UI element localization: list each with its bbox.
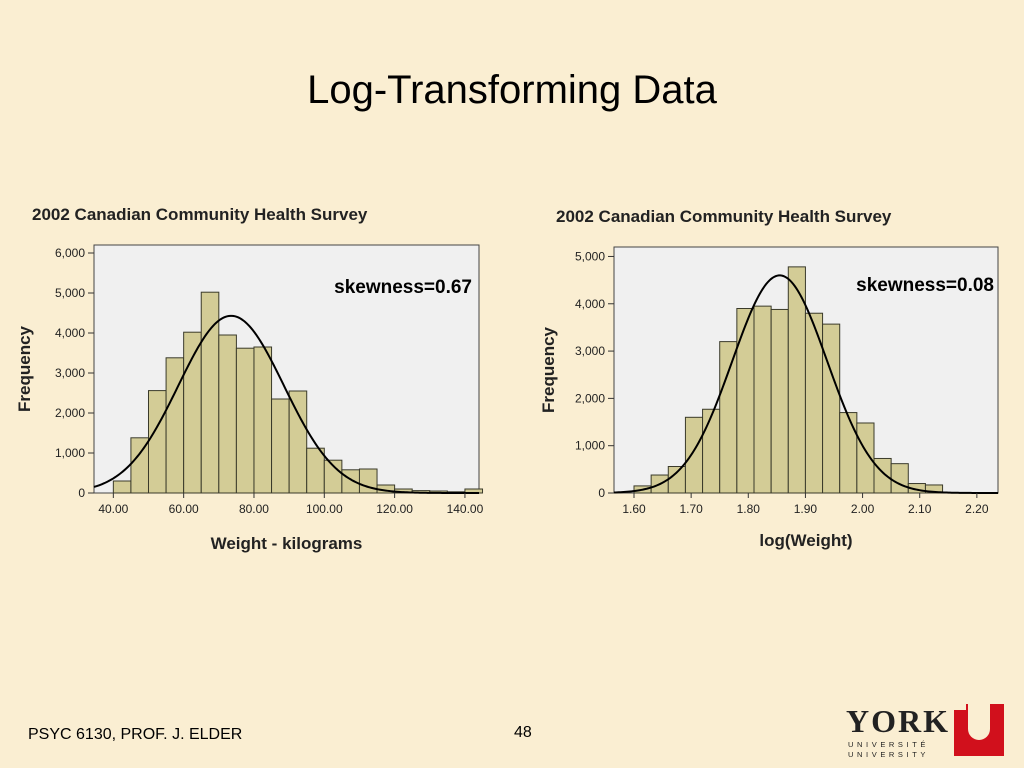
- histogram-bar: [271, 398, 290, 494]
- x-tick-label: 140.00: [447, 502, 484, 516]
- x-axis-label: Weight - kilograms: [211, 534, 363, 553]
- x-tick-label: 1.80: [737, 502, 761, 516]
- y-tick-label: 4,000: [55, 326, 85, 340]
- x-tick-label: 1.70: [679, 502, 703, 516]
- chart-title: 2002 Canadian Community Health Survey: [556, 207, 892, 226]
- y-tick-label: 6,000: [55, 246, 85, 260]
- histogram-bar: [253, 346, 273, 494]
- weight-histogram-svg: 2002 Canadian Community Health Survey 0 1,…: [15, 205, 484, 553]
- logo-wordmark: YORK: [846, 703, 950, 739]
- weight-histogram-chart: 2002 Canadian Community Health Survey 0 1,…: [8, 196, 490, 563]
- logo-subtitle-french: UNIVERSITÉ: [848, 740, 930, 749]
- y-tick-label: 5,000: [575, 249, 605, 263]
- y-tick-label: 2,000: [55, 406, 85, 420]
- page-number: 48: [514, 724, 532, 741]
- histogram-bar: [770, 308, 789, 494]
- y-axis-label: Frequency: [539, 326, 558, 413]
- y-axis-label: Frequency: [15, 325, 34, 412]
- y-tick-label: 5,000: [55, 286, 85, 300]
- x-tick-label: 1.90: [794, 502, 818, 516]
- histogram-bar: [822, 323, 841, 494]
- slide-title: Log-Transforming Data: [307, 68, 717, 112]
- histogram-bar: [341, 469, 360, 494]
- y-tick-label: 0: [78, 486, 85, 500]
- x-tick-label: 80.00: [239, 502, 269, 516]
- histogram-bar: [753, 305, 772, 494]
- y-tick-label: 1,000: [55, 446, 85, 460]
- y-tick-label: 0: [598, 486, 605, 500]
- histogram-bar: [112, 480, 132, 494]
- histogram-bar: [839, 412, 858, 494]
- log-weight-histogram-chart: 2002 Canadian Community Health Survey 0 1,…: [530, 198, 1002, 563]
- x-tick-label: 2.20: [965, 502, 989, 516]
- histogram-bar: [147, 390, 167, 494]
- x-tick-label: 60.00: [169, 502, 199, 516]
- histogram-bar: [306, 447, 325, 494]
- skewness-annotation: skewness=0.08: [856, 275, 994, 296]
- histogram-bar: [873, 457, 892, 494]
- x-tick-label: 1.60: [622, 502, 646, 516]
- x-tick-label: 2.00: [851, 502, 875, 516]
- logo-subtitle-english: UNIVERSITY: [848, 750, 930, 759]
- y-tick-label: 2,000: [575, 391, 605, 405]
- histogram-bar: [684, 416, 704, 494]
- histogram-bar: [218, 334, 237, 494]
- york-university-logo: YORK UNIVERSITÉ UNIVERSITY: [846, 704, 1006, 762]
- chart-title: 2002 Canadian Community Health Survey: [32, 205, 368, 224]
- histogram-bar: [702, 408, 721, 494]
- histogram-bar: [719, 341, 738, 494]
- histogram-bar: [235, 347, 255, 494]
- york-u-icon: [954, 704, 1004, 756]
- histogram-bar: [890, 463, 909, 494]
- normal-curve: [93, 314, 479, 494]
- skewness-annotation: skewness=0.67: [334, 277, 472, 298]
- histogram-bar: [924, 484, 944, 494]
- histogram-bar: [288, 390, 308, 494]
- y-tick-label: 3,000: [55, 366, 85, 380]
- x-axis-label: log(Weight): [759, 531, 852, 550]
- x-tick-label: 120.00: [376, 502, 413, 516]
- x-tick-label: 100.00: [306, 502, 343, 516]
- log-weight-histogram-svg: 2002 Canadian Community Health Survey 0 1,…: [539, 207, 999, 550]
- course-footer: PSYC 6130, PROF. J. ELDER: [28, 726, 243, 743]
- histogram-bar: [358, 468, 378, 494]
- x-tick-label: 2.10: [908, 502, 932, 516]
- x-tick-label: 40.00: [98, 502, 128, 516]
- histogram-bar: [667, 466, 686, 494]
- y-tick-label: 1,000: [575, 439, 605, 453]
- normal-curve: [613, 274, 998, 494]
- histogram-bar: [736, 308, 755, 494]
- y-tick-label: 3,000: [575, 344, 605, 358]
- y-tick-label: 4,000: [575, 297, 605, 311]
